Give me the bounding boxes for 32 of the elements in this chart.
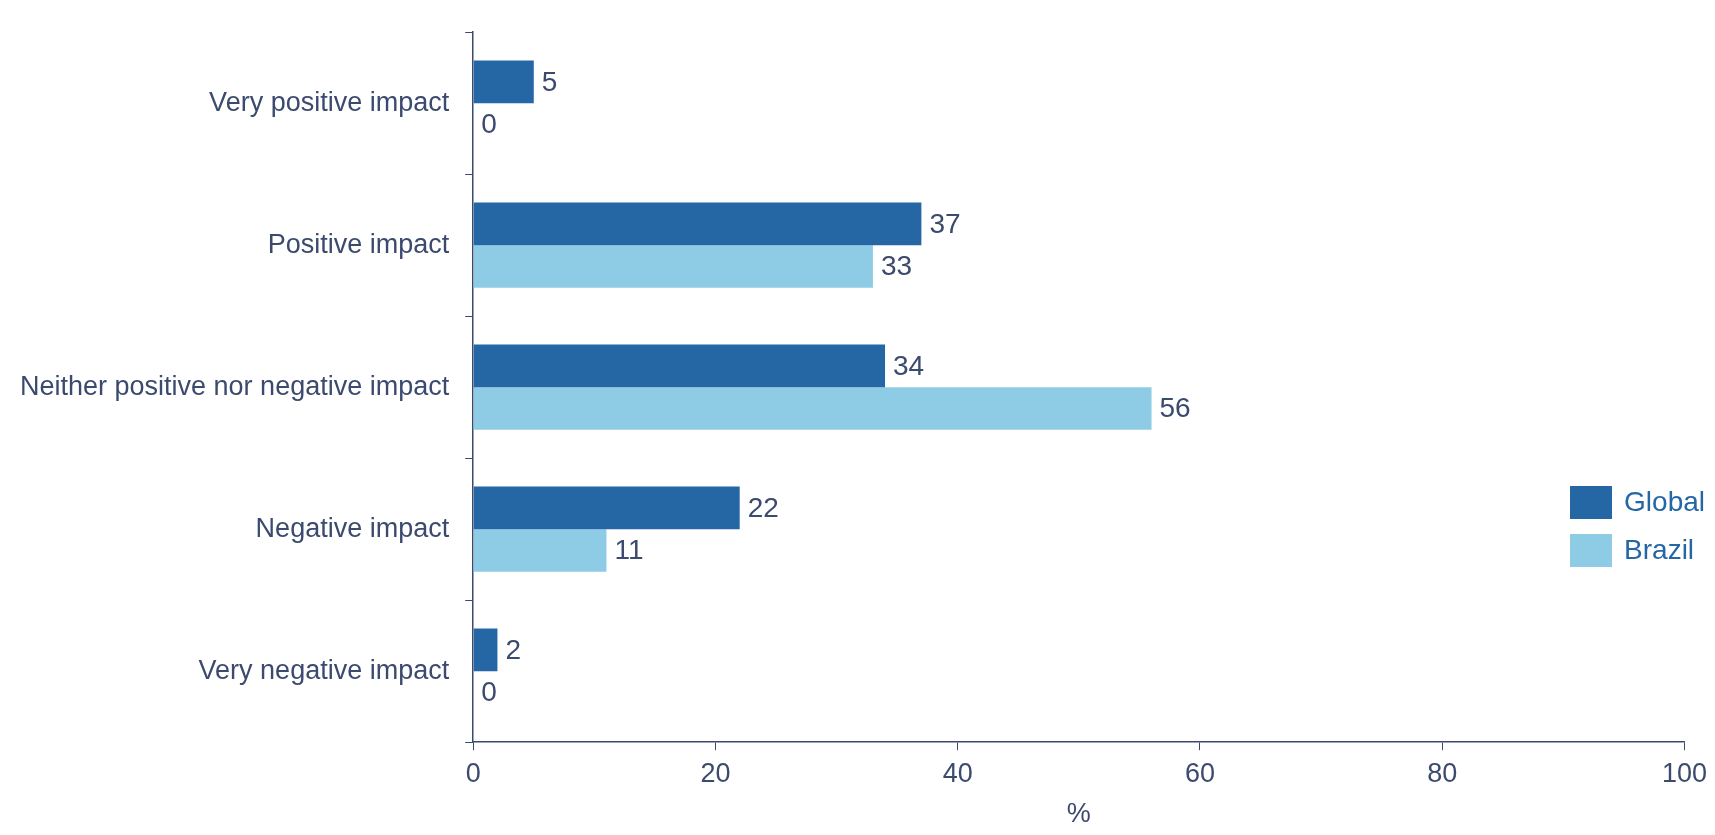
y-tick-label: Positive impact	[267, 228, 450, 259]
x-tick-label: 40	[942, 757, 973, 788]
data-label: 2	[505, 633, 522, 665]
data-label: 33	[880, 250, 913, 282]
x-tick-label: 60	[1184, 757, 1215, 788]
bar	[473, 486, 740, 530]
data-label: 22	[747, 491, 779, 523]
data-label: 37	[929, 207, 961, 239]
bar	[473, 628, 498, 672]
legend-label: Brazil	[1624, 534, 1695, 566]
bar	[473, 202, 922, 246]
y-tick-label: Neither positive nor negative impact	[20, 370, 450, 401]
bar	[473, 387, 1152, 430]
data-label: 0	[481, 108, 497, 140]
y-tick-label: Very positive impact	[209, 86, 450, 117]
x-tick-label: 20	[700, 757, 731, 788]
y-tick-label: Negative impact	[255, 512, 450, 543]
bar	[473, 60, 534, 104]
data-label: 11	[614, 534, 644, 566]
x-tick-label: 100	[1661, 757, 1708, 788]
data-label: 5	[541, 65, 558, 97]
bar	[473, 529, 607, 572]
data-label: 0	[481, 676, 497, 708]
bar	[473, 245, 873, 288]
x-tick-label: 0	[465, 757, 481, 788]
data-label: 56	[1159, 392, 1191, 424]
data-label: 34	[893, 349, 925, 381]
x-tick-label: 80	[1427, 757, 1458, 788]
y-tick-label: Very negative impact	[198, 654, 450, 685]
bar	[473, 344, 886, 388]
x-axis-title: %	[1066, 798, 1091, 829]
legend-label: Global	[1624, 486, 1705, 518]
